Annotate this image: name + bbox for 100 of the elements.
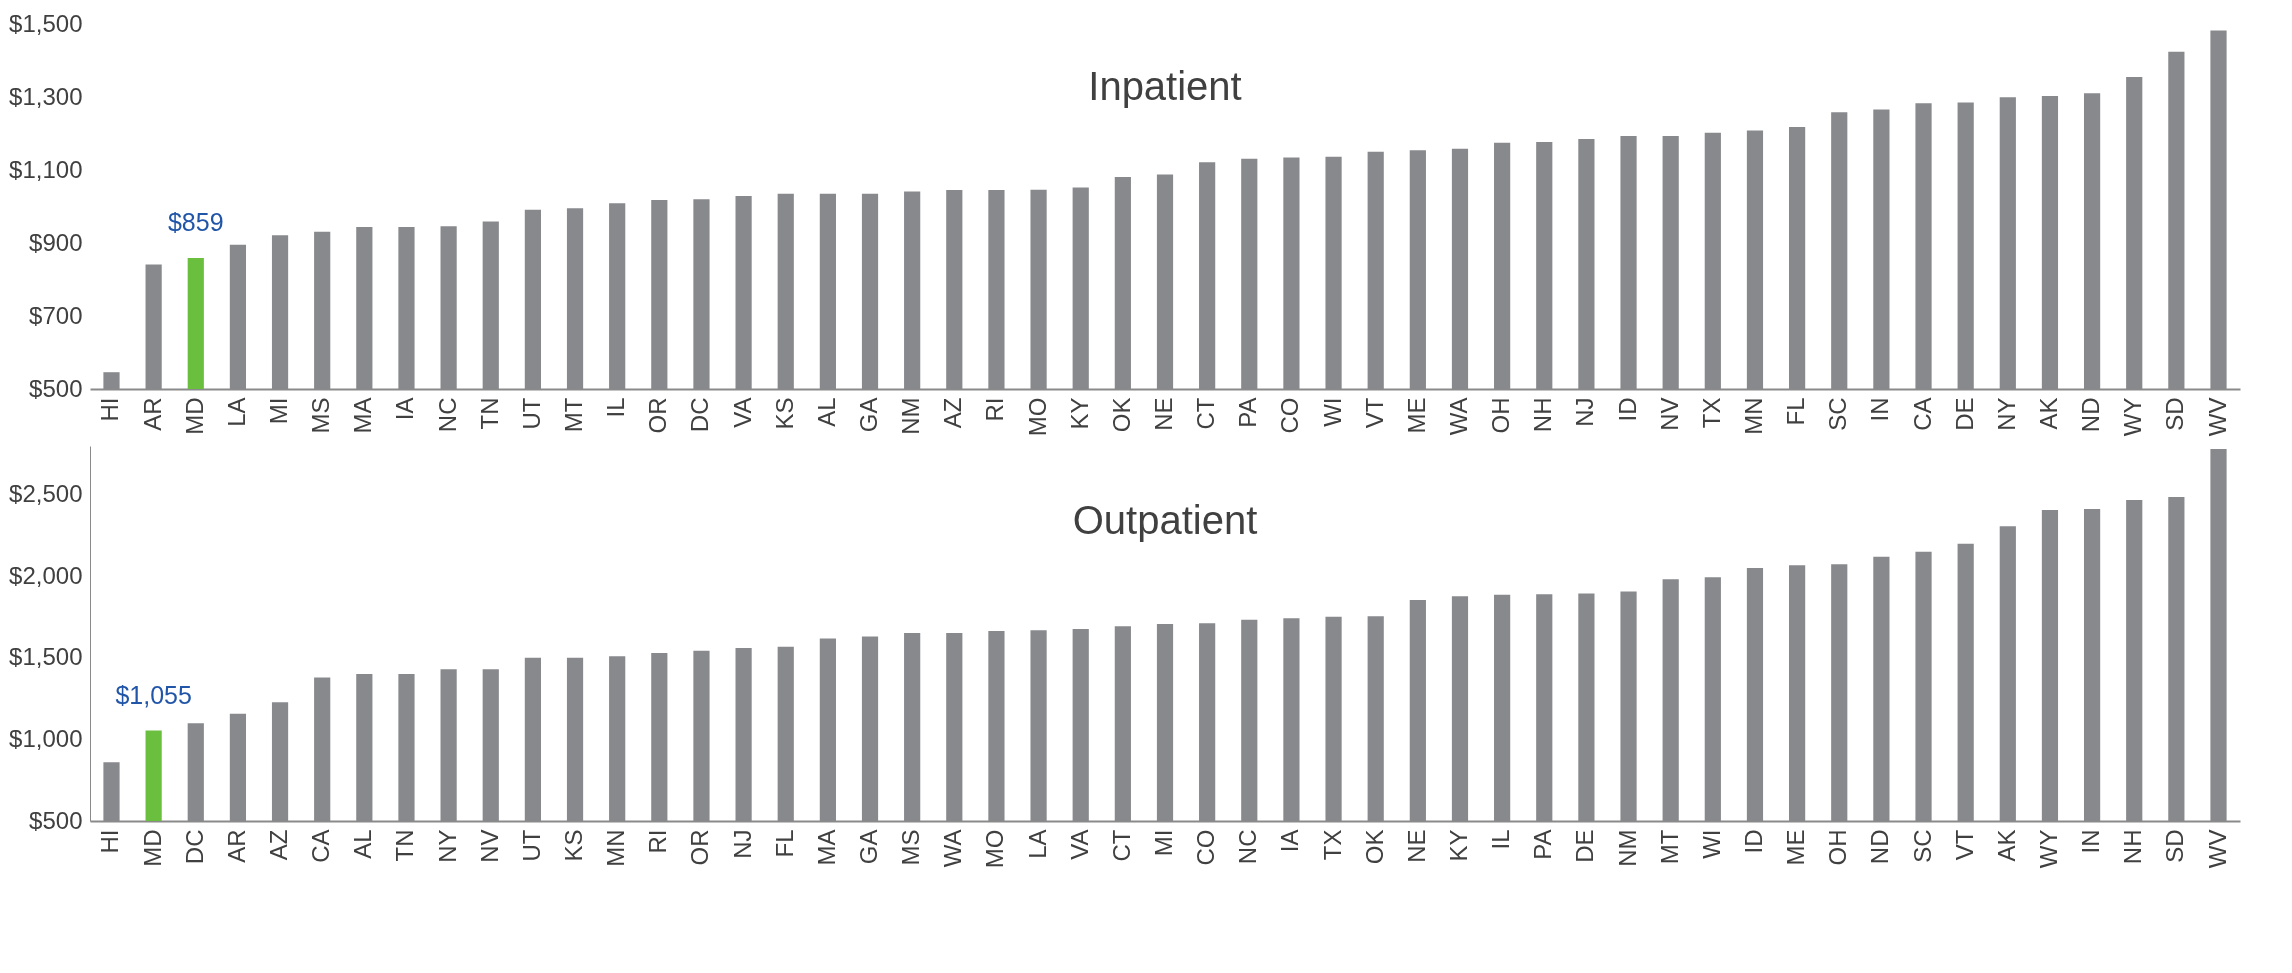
x-tick-label: OR — [686, 829, 714, 866]
x-tick-label: WI — [1318, 397, 1346, 427]
x-tick-label: RI — [981, 397, 1009, 422]
x-tick-label: RI — [644, 829, 672, 854]
y-tick-label: $2,000 — [9, 561, 83, 589]
x-tick-label: IA — [391, 397, 419, 421]
x-tick-label: MS — [307, 397, 335, 434]
x-tick-label: MA — [812, 829, 840, 866]
x-tick-label: AR — [222, 829, 250, 863]
x-tick-label: OH — [1487, 397, 1515, 434]
y-tick-label: $500 — [29, 374, 83, 402]
x-tick-label: ND — [1866, 829, 1894, 865]
x-tick-label: VA — [1065, 829, 1093, 860]
y-tick-label: $1,100 — [9, 155, 83, 183]
annotation: $1,055 — [115, 680, 192, 709]
x-tick-label: NY — [1992, 397, 2020, 431]
x-tick-label: WY — [2119, 397, 2147, 437]
x-tick-label: MS — [897, 829, 925, 866]
x-tick-label: NV — [1655, 397, 1683, 431]
x-tick-label: CT — [1192, 397, 1220, 430]
x-tick-label: WV — [2203, 397, 2231, 437]
x-tick-label: NJ — [1571, 397, 1599, 427]
y-tick-label: $2,500 — [9, 480, 83, 508]
x-tick-label: DC — [686, 397, 714, 433]
x-tick-label: NM — [897, 397, 925, 435]
x-tick-label: NY — [433, 829, 461, 863]
x-tick-label: SD — [2161, 397, 2189, 431]
y-tick-label: $1,000 — [9, 724, 83, 752]
x-tick-label: FL — [770, 829, 798, 858]
x-tick-label: WI — [1697, 829, 1725, 859]
y-tick-label: $1,300 — [9, 82, 83, 110]
x-tick-label: SC — [1824, 397, 1852, 431]
x-tick-label: MN — [602, 829, 630, 867]
x-tick-label: MN — [1739, 397, 1767, 435]
x-tick-label: AL — [812, 397, 840, 427]
x-tick-label: NM — [1613, 829, 1641, 867]
x-tick-label: NC — [1234, 829, 1262, 865]
x-tick-label: VT — [1360, 397, 1388, 429]
x-tick-label: AL — [349, 829, 377, 859]
x-tick-label: WY — [2034, 829, 2062, 869]
x-tick-label: CA — [307, 829, 335, 863]
x-tick-label: CT — [1107, 829, 1135, 862]
text: Inpatient — [1088, 64, 1242, 108]
x-tick-label: VA — [728, 397, 756, 428]
x-tick-label: NH — [2119, 829, 2147, 865]
x-tick-label: IN — [1866, 397, 1894, 422]
x-tick-label: CO — [1192, 829, 1220, 866]
y-tick-label: $700 — [29, 301, 83, 329]
x-tick-label: NC — [433, 397, 461, 433]
x-tick-label: ND — [2077, 397, 2105, 433]
x-tick-label: CA — [1908, 397, 1936, 431]
x-tick-label: AK — [1992, 829, 2020, 862]
x-tick-label: PA — [1529, 829, 1557, 860]
x-tick-label: NE — [1402, 829, 1430, 863]
x-tick-label: GA — [855, 829, 883, 865]
x-tick-label: MA — [349, 397, 377, 434]
x-tick-label: MT — [560, 397, 588, 433]
x-tick-label: KY — [1065, 397, 1093, 430]
x-tick-label: UT — [517, 397, 545, 430]
x-tick-label: ID — [1739, 829, 1767, 854]
x-tick-label: MI — [265, 397, 293, 425]
y-tick-label: $500 — [29, 806, 83, 834]
x-tick-label: WA — [1444, 397, 1472, 436]
x-tick-label: NV — [475, 829, 503, 863]
x-tick-label: TX — [1318, 829, 1346, 861]
y-tick-label: $1,500 — [9, 9, 83, 37]
x-tick-label: OR — [644, 397, 672, 434]
x-tick-label: ME — [1402, 397, 1430, 434]
x-tick-label: CO — [1276, 397, 1304, 434]
x-tick-label: OH — [1824, 829, 1852, 866]
x-tick-label: AR — [138, 397, 166, 431]
x-tick-label: AZ — [265, 829, 293, 861]
x-tick-label: IL — [602, 397, 630, 418]
x-tick-label: OK — [1360, 829, 1388, 865]
x-tick-label: WV — [2203, 829, 2231, 869]
x-tick-label: OK — [1107, 397, 1135, 433]
x-tick-label: GA — [855, 397, 883, 433]
x-tick-label: DE — [1571, 829, 1599, 863]
x-tick-label: KY — [1444, 829, 1472, 862]
x-tick-label: UT — [517, 829, 545, 862]
text: Outpatient — [1072, 498, 1258, 542]
x-tick-label: KS — [560, 829, 588, 862]
x-tick-label: LA — [1023, 829, 1051, 859]
x-tick-label: ID — [1613, 397, 1641, 422]
x-tick-label: NE — [1150, 397, 1177, 431]
x-tick-label: HI — [96, 397, 124, 422]
x-tick-label: WA — [939, 829, 967, 868]
x-tick-label: DC — [180, 829, 208, 865]
x-tick-label: DE — [1950, 397, 1978, 431]
x-tick-label: TN — [391, 829, 419, 862]
y-tick-label: $900 — [29, 228, 83, 256]
x-tick-label: MO — [1023, 397, 1051, 437]
x-tick-label: IL — [1487, 829, 1515, 850]
y-tick-label: $1,500 — [9, 643, 83, 671]
x-tick-label: VT — [1950, 829, 1978, 861]
x-tick-label: PA — [1234, 397, 1262, 428]
x-tick-label: MD — [138, 829, 166, 867]
x-tick-label: MT — [1655, 829, 1683, 865]
x-tick-label: ME — [1782, 829, 1810, 866]
x-tick-label: LA — [222, 397, 250, 427]
